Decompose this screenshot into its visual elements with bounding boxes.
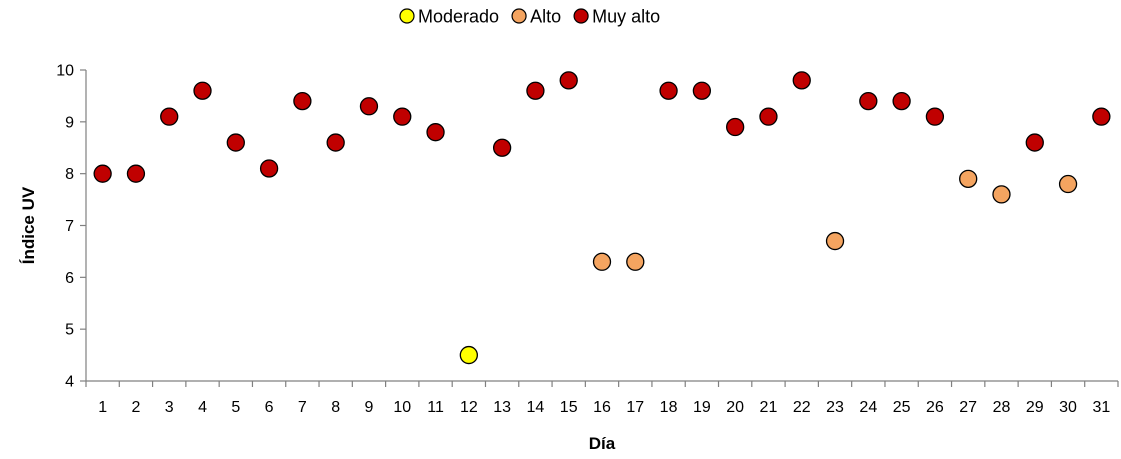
x-tick-label: 21 — [760, 399, 778, 416]
point-alto — [592, 252, 612, 271]
x-tick-label: 1 — [98, 399, 107, 416]
x-axis-title: Día — [589, 434, 616, 453]
x-tick-label: 22 — [793, 399, 811, 416]
x-tick-label: 5 — [231, 399, 240, 416]
point-alto — [626, 252, 645, 271]
x-axis-ticks: 1 2 3 4 5 6 7 8 9 10 11 12 13 14 15 16 17 18 19 20 21 22 23 24 2… — [85, 381, 1119, 416]
y-tick-label: 9 — [65, 114, 74, 131]
data-points — [93, 71, 1111, 365]
x-tick-label: 23 — [826, 399, 844, 416]
x-tick-label: 28 — [993, 399, 1011, 416]
point-alto — [959, 169, 978, 189]
point-muy-alto — [526, 81, 545, 100]
point-alto — [1058, 174, 1078, 194]
point-muy-alto — [692, 81, 712, 100]
x-tick-label: 14 — [527, 399, 545, 416]
y-tick-label: 6 — [65, 270, 74, 287]
point-muy-alto — [293, 91, 312, 111]
x-tick-label: 3 — [165, 399, 174, 416]
x-tick-label: 26 — [926, 399, 944, 416]
legend-label-muy-alto: Muy alto — [592, 7, 660, 27]
legend-label-moderado: Moderado — [418, 7, 499, 27]
legend-marker-alto — [511, 8, 527, 24]
point-muy-alto — [659, 81, 678, 100]
point-muy-alto — [226, 133, 245, 152]
x-tick-label: 17 — [626, 399, 644, 416]
y-tick-label: 10 — [56, 63, 74, 80]
x-tick-label: 10 — [393, 399, 411, 416]
point-muy-alto — [1025, 133, 1044, 152]
legend-label-alto: Alto — [530, 7, 561, 27]
point-muy-alto — [326, 133, 345, 152]
x-tick-label: 24 — [859, 399, 877, 416]
x-tick-label: 30 — [1059, 399, 1077, 416]
x-tick-label: 31 — [1092, 399, 1110, 416]
point-muy-alto — [559, 71, 578, 90]
x-tick-label: 20 — [726, 399, 744, 416]
point-muy-alto — [792, 71, 811, 90]
x-tick-label: 9 — [365, 399, 374, 416]
point-alto — [825, 231, 845, 251]
x-tick-label: 19 — [693, 399, 711, 416]
point-muy-alto — [259, 159, 279, 178]
y-axis-title: Índice UV — [19, 186, 38, 264]
x-tick-label: 16 — [593, 399, 611, 416]
point-muy-alto — [359, 97, 379, 116]
x-tick-label: 25 — [893, 399, 911, 416]
y-axis-ticks: 4 5 6 7 8 9 10 — [56, 63, 86, 391]
point-muy-alto — [426, 123, 445, 142]
x-tick-label: 8 — [331, 399, 340, 416]
x-tick-label: 6 — [265, 399, 274, 416]
point-muy-alto — [193, 81, 212, 100]
x-tick-label: 4 — [198, 399, 207, 416]
point-muy-alto — [859, 91, 878, 111]
x-tick-label: 12 — [460, 399, 478, 416]
y-tick-label: 5 — [65, 322, 74, 339]
legend-marker-moderado — [399, 8, 415, 24]
legend: Moderado Alto Muy alto — [399, 7, 660, 27]
point-muy-alto — [1092, 107, 1111, 126]
x-tick-label: 18 — [660, 399, 678, 416]
x-tick-label: 27 — [959, 399, 977, 416]
x-tick-label: 15 — [560, 399, 578, 416]
point-alto — [992, 185, 1011, 204]
point-muy-alto — [759, 107, 778, 126]
x-tick-label: 2 — [131, 399, 140, 416]
x-tick-label: 13 — [493, 399, 511, 416]
point-muy-alto — [492, 138, 512, 157]
point-muy-alto — [726, 117, 745, 137]
y-tick-label: 8 — [65, 166, 74, 183]
legend-marker-muy-alto — [573, 8, 589, 24]
point-muy-alto — [93, 164, 112, 183]
x-tick-label: 29 — [1026, 399, 1044, 416]
y-tick-label: 7 — [65, 218, 74, 235]
y-tick-label: 4 — [65, 374, 74, 391]
point-muy-alto — [892, 91, 911, 111]
point-muy-alto — [393, 107, 412, 126]
point-muy-alto — [160, 107, 179, 126]
point-muy-alto — [126, 164, 146, 183]
x-tick-label: 11 — [427, 399, 444, 416]
point-moderado — [459, 345, 478, 365]
x-tick-label: 7 — [298, 399, 307, 416]
point-muy-alto — [925, 107, 945, 126]
